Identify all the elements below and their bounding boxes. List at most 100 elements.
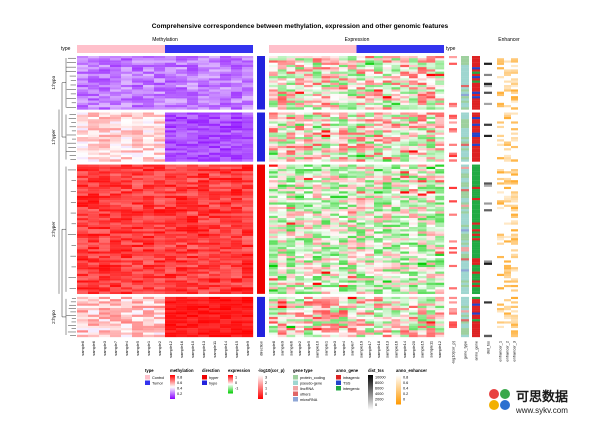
expression-cell xyxy=(321,204,331,208)
cor-p-cell xyxy=(449,173,457,176)
expression-cell xyxy=(409,209,418,212)
methylation-cell xyxy=(209,253,221,257)
methylation-cell xyxy=(176,76,188,79)
expression-cell xyxy=(321,253,331,257)
methylation-cell xyxy=(143,69,155,72)
expression-cell xyxy=(295,273,305,277)
expression-cell xyxy=(426,231,436,234)
expression-cell xyxy=(295,107,305,110)
methylation-cell xyxy=(165,215,177,219)
gene-type-cell xyxy=(461,289,469,292)
methylation-cell xyxy=(198,157,210,160)
expression-cell xyxy=(312,89,322,92)
expression-cell xyxy=(382,296,392,300)
methylation-cell xyxy=(143,82,155,86)
methylation-cell xyxy=(99,60,111,63)
dist-tss-cell xyxy=(484,231,492,234)
methylation-cell xyxy=(198,114,210,118)
enhancer-cell xyxy=(497,240,504,243)
methylation-cell xyxy=(154,96,166,99)
methylation-cell xyxy=(143,87,155,90)
methylation-cell xyxy=(121,64,133,68)
methylation-cell xyxy=(165,157,177,160)
expression-cell xyxy=(321,258,331,261)
enhancer-cell xyxy=(497,84,504,88)
expression-cell xyxy=(417,204,427,208)
methylation-cell xyxy=(187,204,199,208)
expression-cell xyxy=(347,191,357,194)
expression-cell xyxy=(295,62,305,66)
expression-cell xyxy=(435,211,445,214)
methylation-cell xyxy=(77,134,89,138)
expression-cell xyxy=(365,269,375,272)
methylation-cell xyxy=(77,209,89,212)
anno-gene-cell xyxy=(472,278,480,281)
expression-cell xyxy=(339,134,348,138)
expression-cell xyxy=(304,58,313,61)
methylation-cell xyxy=(132,173,144,176)
expression-cell xyxy=(435,119,445,122)
expression-cell xyxy=(382,64,392,68)
anno-gene-cell xyxy=(472,301,480,304)
methylation-cell xyxy=(143,215,155,219)
expression-cell xyxy=(356,282,366,286)
row-group-1 xyxy=(77,112,518,162)
methylation-cell xyxy=(165,240,177,243)
methylation-cell xyxy=(77,180,89,183)
expression-cell xyxy=(400,89,410,92)
expression-cell xyxy=(269,211,278,214)
expression-cell xyxy=(295,224,305,228)
methylation-cell xyxy=(242,321,254,324)
expression-cell xyxy=(330,206,340,210)
methylation-cell xyxy=(132,150,144,153)
methylation-cell xyxy=(220,154,232,158)
methylation-cell xyxy=(132,222,144,225)
cor-p-cell xyxy=(449,128,457,131)
expression-cell xyxy=(295,69,305,72)
enhancer-cell xyxy=(511,224,518,228)
methylation-cell xyxy=(99,102,111,106)
expression-cell xyxy=(312,260,322,263)
methylation-cell xyxy=(231,260,243,263)
expression-cell xyxy=(339,229,348,232)
methylation-cell xyxy=(187,58,199,61)
methylation-cell xyxy=(143,255,155,259)
expression-cell xyxy=(356,204,366,208)
methylation-cell xyxy=(99,62,111,66)
expression-cell xyxy=(374,180,383,183)
enhancer-cell xyxy=(504,280,511,283)
methylation-cell xyxy=(176,82,188,86)
methylation-cell xyxy=(187,278,199,281)
expression-cell xyxy=(304,139,313,142)
expression-cell xyxy=(277,177,287,181)
methylation-cell xyxy=(154,291,166,295)
methylation-cell xyxy=(143,152,155,156)
enhancer-cell xyxy=(497,310,504,313)
gene-type-cell xyxy=(461,98,469,101)
methylation-cell xyxy=(143,271,155,274)
expression-cell xyxy=(409,145,418,149)
expression-cell xyxy=(269,62,278,66)
expression-cell xyxy=(312,255,322,259)
methylation-cell xyxy=(132,301,144,304)
methylation-cell xyxy=(88,69,100,72)
methylation-cell xyxy=(231,213,243,216)
methylation-cell xyxy=(198,218,210,221)
expression-cell xyxy=(400,271,410,274)
expression-cell xyxy=(330,119,340,122)
expression-cell xyxy=(312,71,322,74)
dist-tss-cell xyxy=(484,84,492,88)
expression-cell xyxy=(312,284,322,288)
methylation-cell xyxy=(198,269,210,272)
enhancer-cell xyxy=(511,240,518,243)
methylation-cell xyxy=(110,271,122,274)
methylation-cell xyxy=(132,262,144,266)
methylation-cell xyxy=(242,231,254,234)
methylation-cell xyxy=(110,134,122,138)
methylation-cell xyxy=(187,175,199,179)
methylation-cell xyxy=(220,76,232,79)
expression-cell xyxy=(382,312,392,315)
methylation-cell xyxy=(198,319,210,322)
anno-gene-cell xyxy=(472,130,480,133)
dist-tss-cell xyxy=(484,238,492,241)
